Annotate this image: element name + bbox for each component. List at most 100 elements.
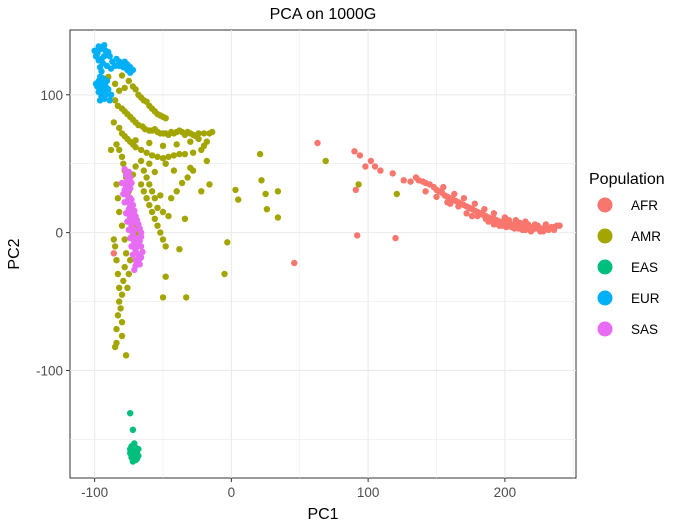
- data-point-amr: [113, 181, 120, 188]
- data-point-eur: [98, 68, 105, 75]
- data-point-eas: [133, 455, 141, 462]
- data-point-eur: [95, 43, 102, 50]
- data-point-amr: [165, 153, 172, 160]
- y-tick-label: 0: [55, 226, 63, 241]
- legend-key-amr: [597, 228, 613, 244]
- data-point-amr: [116, 124, 123, 132]
- data-point-amr: [154, 153, 161, 160]
- data-point-afr: [490, 210, 498, 217]
- data-point-eur: [91, 47, 98, 54]
- data-point-amr: [111, 97, 119, 104]
- axis-ticks: -100 0 100 200 -100 0 100: [36, 88, 516, 500]
- chart-title: PCA on 1000G: [270, 6, 377, 23]
- data-point-eur: [106, 53, 113, 60]
- data-point-amr: [122, 250, 130, 257]
- data-point-sas: [122, 210, 130, 217]
- grid-lines: [70, 30, 576, 478]
- data-point-afr: [356, 152, 364, 159]
- data-point-afr: [352, 186, 359, 194]
- data-point-amr: [116, 87, 123, 94]
- data-point-afr: [447, 200, 454, 207]
- data-point-amr: [137, 157, 145, 165]
- data-point-amr: [181, 150, 189, 158]
- data-point-eas: [129, 426, 137, 433]
- data-point-amr: [151, 215, 158, 222]
- data-point-afr: [550, 226, 558, 234]
- data-point-amr: [114, 195, 122, 202]
- data-point-eur: [106, 97, 113, 104]
- data-point-afr: [527, 228, 535, 235]
- data-point-amr: [170, 167, 178, 174]
- data-point-amr: [258, 177, 265, 184]
- data-point-afr: [471, 200, 478, 207]
- data-point-afr: [314, 139, 321, 147]
- data-point-amr: [187, 138, 194, 145]
- data-point-amr: [107, 146, 115, 154]
- data-point-afr: [556, 222, 563, 229]
- data-point-amr: [113, 141, 120, 148]
- data-point-amr: [114, 270, 122, 278]
- data-point-sas: [132, 257, 139, 264]
- data-point-eur: [105, 86, 112, 93]
- data-point-amr: [132, 137, 139, 144]
- data-point-sas: [139, 248, 146, 256]
- data-point-sas: [128, 179, 135, 187]
- data-point-amr: [137, 181, 145, 188]
- data-point-amr: [203, 157, 210, 165]
- legend-label-eas: EAS: [631, 260, 658, 275]
- data-point-amr: [195, 135, 202, 143]
- data-point-amr: [154, 204, 161, 211]
- legend-label-sas: SAS: [631, 322, 658, 337]
- data-point-afr: [490, 221, 498, 228]
- data-point-afr: [463, 210, 470, 217]
- data-point-amr: [168, 195, 175, 202]
- data-point-afr: [389, 170, 396, 177]
- data-point-amr: [173, 188, 180, 195]
- data-point-amr: [189, 149, 197, 156]
- data-point-amr: [148, 208, 156, 216]
- legend-label-eur: EUR: [631, 291, 660, 306]
- data-point-amr: [113, 325, 120, 333]
- data-point-amr: [200, 130, 208, 137]
- data-point-sas: [118, 179, 126, 187]
- data-point-afr: [400, 177, 407, 184]
- x-tick-label: 0: [228, 485, 236, 500]
- data-point-amr: [111, 243, 119, 250]
- data-point-afr: [524, 221, 532, 228]
- data-point-afr: [545, 226, 552, 234]
- data-point-afr: [481, 206, 488, 213]
- data-point-amr: [121, 263, 128, 271]
- legend-label-amr: AMR: [631, 229, 661, 244]
- data-point-eur: [95, 88, 102, 96]
- data-point-amr: [114, 312, 122, 319]
- data-point-amr: [110, 119, 118, 126]
- data-point-amr: [151, 168, 158, 176]
- data-point-amr: [178, 179, 186, 187]
- data-point-sas: [124, 218, 131, 225]
- data-point-amr: [146, 181, 153, 188]
- data-point-amr: [274, 214, 282, 221]
- data-point-amr: [122, 352, 130, 359]
- data-point-sas: [136, 261, 143, 268]
- data-point-amr: [157, 192, 164, 199]
- data-point-amr: [146, 201, 153, 209]
- data-point-afr: [354, 232, 361, 239]
- data-point-amr: [274, 188, 282, 195]
- data-point-amr: [322, 157, 329, 165]
- data-point-amr: [118, 319, 126, 326]
- data-point-amr: [393, 190, 400, 198]
- series-eas: [127, 410, 142, 465]
- data-point-amr: [116, 208, 123, 216]
- data-point-amr: [148, 152, 156, 159]
- data-point-amr: [137, 146, 145, 154]
- data-point-amr: [256, 150, 264, 158]
- data-point-amr: [184, 174, 191, 181]
- x-tick-label: 100: [357, 485, 380, 500]
- data-point-afr: [505, 217, 513, 224]
- data-point-afr: [110, 250, 118, 257]
- data-point-amr: [116, 284, 123, 291]
- data-point-amr: [355, 181, 362, 188]
- data-point-amr: [110, 236, 118, 243]
- data-point-sas: [125, 168, 132, 176]
